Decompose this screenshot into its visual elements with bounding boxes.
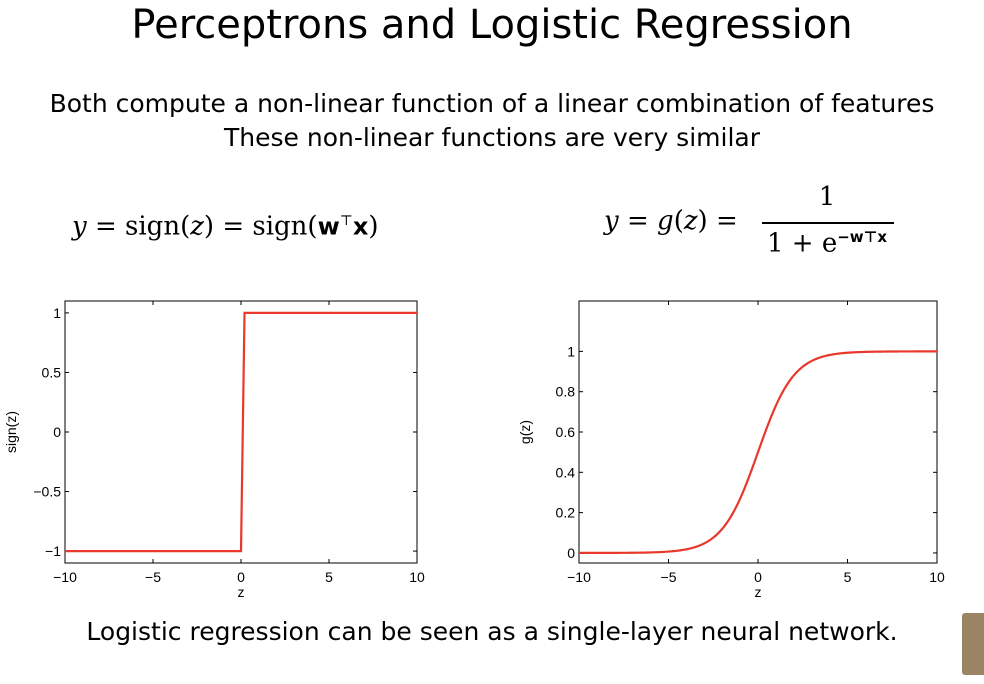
x-tick-label: 5 <box>844 569 852 585</box>
x-tick-label: 0 <box>237 569 245 585</box>
formula-lhs-open: ( <box>673 206 684 236</box>
fraction-numerator: 1 <box>818 182 836 212</box>
x-tick-label: −10 <box>53 569 77 585</box>
formula-lhs-eq2: = <box>707 206 738 236</box>
formula-lhs-z: z <box>683 206 698 236</box>
x-tick-label: 10 <box>409 569 425 585</box>
y-tick-label: 0.6 <box>556 424 576 440</box>
y-tick-label: −0.5 <box>33 484 61 500</box>
y-tick-label: 0.8 <box>556 384 576 400</box>
fraction-bar <box>762 222 894 224</box>
subtitle-line-2: These non-linear functions are very simi… <box>224 123 760 152</box>
sign-chart: −10 −5 0 5 10 −1 −0.5 0 0.5 1 z sign(z) <box>3 300 425 600</box>
x-axis-label: z <box>755 584 762 600</box>
x-tick-label: 10 <box>929 569 945 585</box>
x-tick-label: −5 <box>661 569 677 585</box>
formula-z: z <box>190 211 204 242</box>
formula-sign-part-1: = sign( <box>86 211 191 242</box>
x-tick-label: −10 <box>567 569 591 585</box>
y-tick-label: 0 <box>567 545 575 561</box>
y-tick-label: −1 <box>45 543 61 559</box>
denominator-exponent: −w⊤x <box>837 228 888 246</box>
y-tick-label: 1 <box>567 343 575 359</box>
x-tick-label: 5 <box>325 569 333 585</box>
conclusion-text: Logistic regression can be seen as a sin… <box>86 617 898 646</box>
slide-title: Perceptrons and Logistic Regression <box>131 2 853 48</box>
logistic-chart: −10 −5 0 5 10 0 0.2 0.4 0.6 0.8 1 z g(z) <box>517 300 945 600</box>
formula-sign-part-2: ) = sign( <box>203 211 318 242</box>
formula-lhs-close: ) <box>697 206 708 236</box>
formula-y: y <box>72 211 87 242</box>
formula-lhs-eq: = <box>618 206 658 236</box>
formula-lhs-y: y <box>604 206 619 236</box>
y-tick-label: 0.5 <box>42 364 62 380</box>
y-tick-label: 0.2 <box>556 505 576 521</box>
subtitle-line-1: Both compute a non-linear function of a … <box>49 89 935 118</box>
formula-w: w <box>317 212 340 241</box>
denominator-base: 1 + <box>766 228 822 259</box>
formula-lhs-g: g <box>657 206 674 236</box>
x-axis-label: z <box>238 584 245 600</box>
logistic-formula-lhs: y = g(z) = <box>604 206 738 236</box>
y-tick-label: 1 <box>53 305 61 321</box>
sign-formula: y = sign(z) = sign(w⊤x) <box>72 206 379 242</box>
y-axis-label: sign(z) <box>3 411 19 453</box>
series-line <box>65 311 417 553</box>
x-tick-label: 0 <box>754 569 762 585</box>
formula-transpose: ⊤ <box>339 213 353 229</box>
formula-x: x <box>352 212 369 241</box>
y-tick-label: 0 <box>53 424 61 440</box>
y-axis-label: g(z) <box>517 420 533 444</box>
fraction-denominator: 1 + e−w⊤x <box>760 228 894 259</box>
university-logo-icon <box>962 613 984 675</box>
denominator-e: e <box>821 228 838 259</box>
x-tick-label: −5 <box>145 569 161 585</box>
series-line <box>579 350 937 555</box>
y-tick-label: 0.4 <box>556 464 576 480</box>
formula-close: ) <box>368 211 379 242</box>
plot-frame <box>578 300 938 564</box>
